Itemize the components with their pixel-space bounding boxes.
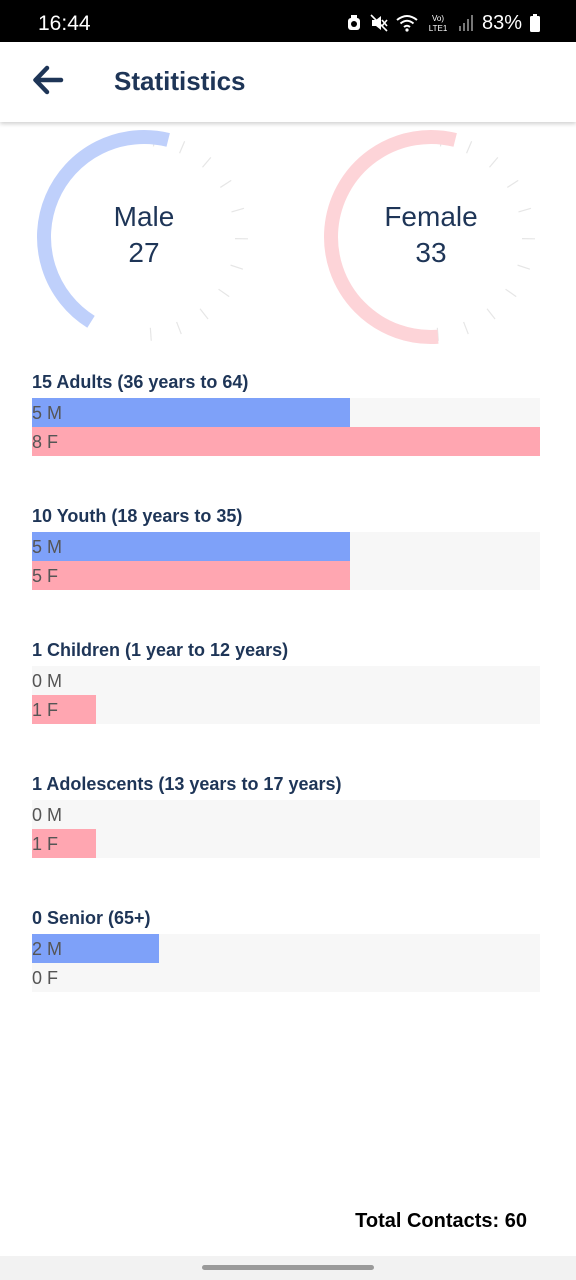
age-group-senior: 0 Senior (65+) 2 M 0 F [32, 906, 540, 992]
male-gauge-ticks [149, 133, 248, 341]
female-gauge-ticks [436, 133, 535, 341]
gauge-tick [176, 321, 182, 335]
male-gauge-arc [37, 130, 170, 328]
female-bar [32, 829, 96, 858]
female-bar-track: 1 F [32, 695, 540, 724]
age-group-adolescents: 1 Adolescents (13 years to 17 years) 0 M… [32, 772, 540, 858]
male-bar-track: 0 M [32, 666, 540, 695]
gauge-tick [199, 308, 209, 320]
arrow-left-icon [32, 65, 64, 100]
male-bar [32, 934, 159, 963]
gauge-tick [466, 141, 473, 154]
male-gauge-chart [37, 130, 248, 341]
age-group-title: 0 Senior (65+) [32, 908, 151, 928]
gauge-tick [219, 179, 232, 188]
gauge-tick [436, 327, 439, 341]
female-bar-track: 5 F [32, 561, 540, 590]
female-bar-label: 0 F [32, 968, 59, 988]
female-bar [32, 561, 350, 590]
age-group-title: 1 Adolescents (13 years to 17 years) [32, 774, 342, 794]
gauge-tick [218, 288, 230, 298]
male-bar-label: 5 M [32, 403, 63, 423]
female-bar-label: 1 F [32, 834, 59, 854]
gauge-tick [149, 327, 152, 341]
lte-icon: Vo) LTE1 [426, 13, 450, 33]
female-gauge-chart [324, 130, 535, 344]
app-bar: Statitistics [0, 42, 576, 122]
female-gauge-count: 33 [415, 237, 447, 268]
female-bar-track: 1 F [32, 829, 540, 858]
male-bar-track: 2 M [32, 934, 540, 963]
male-gauge-count: 27 [128, 237, 160, 268]
age-group-children: 1 Children (1 year to 12 years) 0 M 1 F [32, 638, 540, 724]
status-bar: 16:44 Vo) [0, 0, 576, 42]
gauge-tick [489, 156, 499, 168]
gauge-tick [517, 264, 531, 270]
male-gauge-label: Male [113, 201, 175, 232]
gauge-tick [231, 207, 245, 213]
gauge-tick [506, 179, 519, 188]
male-bar-track: 5 M [32, 532, 540, 561]
home-indicator[interactable] [202, 1265, 374, 1270]
gauge-tick [518, 207, 532, 213]
wifi-icon [396, 14, 418, 32]
status-time: 16:44 [38, 12, 91, 35]
female-gauge: Female 33 [316, 126, 546, 350]
male-bar-track: 0 M [32, 800, 540, 829]
male-bar-label: 0 M [32, 671, 63, 691]
female-gauge-label: Female [384, 201, 478, 232]
network-label-top: Vo) [432, 14, 444, 23]
age-group-adults: 15 Adults (36 years to 64) 5 M 8 F [32, 370, 540, 456]
back-button[interactable] [26, 62, 70, 102]
female-bar-label: 1 F [32, 700, 59, 720]
signal-icon [458, 14, 474, 32]
male-bar [32, 398, 350, 427]
gender-gauges: Male 27 Female 33 [0, 126, 576, 350]
female-bar [32, 427, 540, 456]
female-bar-track: 0 F [32, 963, 540, 992]
female-bar-label: 5 F [32, 566, 59, 586]
mute-icon [370, 14, 388, 32]
gauge-tick [463, 321, 469, 335]
female-bar [32, 695, 96, 724]
age-group-youth: 10 Youth (18 years to 35) 5 M 5 F [32, 504, 540, 590]
age-group-title: 10 Youth (18 years to 35) [32, 506, 243, 526]
female-bar-label: 8 F [32, 432, 59, 452]
male-bar-label: 0 M [32, 805, 63, 825]
female-gauge-arc [324, 130, 457, 344]
age-group-title: 1 Children (1 year to 12 years) [32, 640, 289, 660]
battery-icon [530, 14, 540, 32]
gauge-tick [505, 288, 517, 298]
gauge-tick [202, 156, 212, 168]
page-title: Statitistics [114, 66, 246, 96]
gauge-tick [486, 308, 496, 320]
male-bar-label: 5 M [32, 537, 63, 557]
male-gauge: Male 27 [29, 126, 259, 350]
total-contacts: Total Contacts: 60 [355, 1210, 527, 1232]
network-label-bottom: LTE1 [429, 24, 448, 33]
female-bar-track: 8 F [32, 427, 540, 456]
male-bar [32, 532, 350, 561]
battery-percent: 83% [481, 12, 522, 34]
navigation-bar [0, 1256, 576, 1280]
status-icons: Vo) LTE1 83% [346, 12, 540, 34]
gauge-tick [230, 264, 244, 270]
alarm-icon [346, 14, 362, 32]
male-bar-track: 5 M [32, 398, 540, 427]
male-bar-label: 2 M [32, 939, 63, 959]
gauge-tick [179, 141, 186, 154]
age-group-title: 15 Adults (36 years to 64) [32, 372, 249, 392]
